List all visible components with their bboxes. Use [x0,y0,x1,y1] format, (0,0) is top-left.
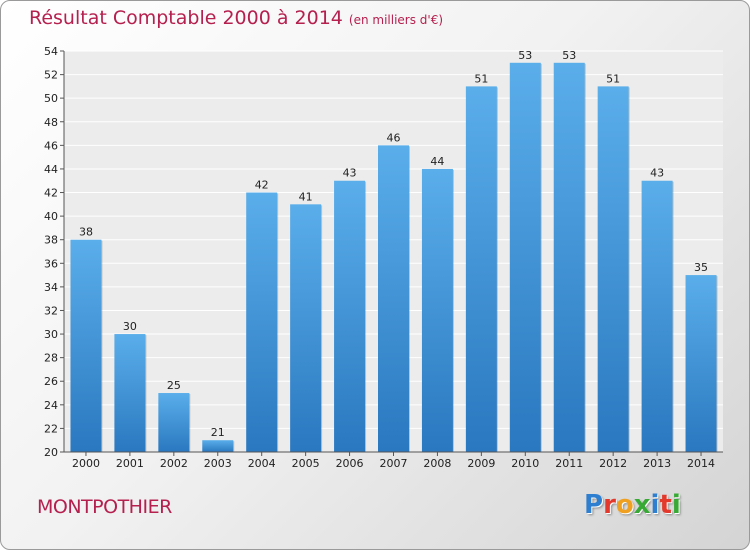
x-tick-label: 2009 [467,457,495,470]
value-label: 30 [123,320,137,333]
bar [290,204,322,452]
y-tick-label: 44 [44,163,58,176]
y-tick-label: 32 [44,304,58,317]
y-tick-label: 50 [44,92,58,105]
y-tick-label: 42 [44,187,58,200]
x-tick-label: 2010 [511,457,539,470]
y-tick-label: 46 [44,139,58,152]
x-tick-label: 2008 [423,457,451,470]
bar [246,192,278,452]
value-label: 42 [255,179,269,192]
bar [465,86,497,452]
x-tick-label: 2014 [687,457,715,470]
logo-letter: i [671,490,681,520]
value-label: 38 [79,226,93,239]
y-tick-label: 22 [44,422,58,435]
bar [378,145,409,452]
bar [334,180,366,452]
value-label: 51 [606,72,620,85]
y-tick-label: 38 [44,234,58,247]
bar [202,440,234,452]
commune-name: MONTPOTHIER [37,496,172,518]
logo-letter: x [633,490,651,520]
bar [553,62,585,452]
bar [685,275,717,452]
value-label: 25 [167,379,181,392]
logo-letter: o [615,490,634,520]
y-tick-label: 28 [44,352,58,365]
value-label: 46 [387,131,401,144]
x-tick-label: 2002 [160,457,188,470]
bar [509,62,541,452]
value-label: 43 [343,167,357,180]
value-label: 53 [518,49,532,62]
y-tick-label: 34 [44,281,58,294]
y-tick-label: 24 [44,399,58,412]
value-label: 43 [650,167,664,180]
y-tick-label: 26 [44,375,58,388]
bar [114,334,146,452]
bar [421,168,453,453]
value-label: 53 [562,49,576,62]
x-tick-label: 2004 [248,457,276,470]
x-tick-label: 2006 [336,457,364,470]
bar [641,180,673,452]
x-tick-label: 2001 [116,457,144,470]
y-tick-label: 20 [44,446,58,459]
logo-letter: r [603,490,616,520]
y-tick-label: 36 [44,257,58,270]
chart-title-text: Résultat Comptable 2000 à 2014 [29,7,343,29]
x-tick-label: 2007 [380,457,408,470]
bar [70,239,102,452]
y-tick-label: 48 [44,116,58,129]
value-label: 35 [694,261,708,274]
x-tick-label: 2013 [643,457,671,470]
chart-title: Résultat Comptable 2000 à 2014 (en millie… [29,7,443,29]
x-tick-label: 2012 [599,457,627,470]
x-tick-label: 2011 [555,457,583,470]
y-tick-label: 52 [44,69,58,82]
value-label: 51 [474,72,488,85]
value-label: 41 [299,190,313,203]
y-tick-label: 30 [44,328,58,341]
x-tick-label: 2005 [292,457,320,470]
value-label: 21 [211,426,225,439]
bar [158,393,190,452]
logo-letter: i [650,490,660,520]
logo-letter: t [659,490,672,520]
x-tick-label: 2000 [72,457,100,470]
value-label: 44 [430,155,444,168]
proxiti-logo[interactable]: Proxiti [584,490,681,520]
logo-letter: P [584,490,604,520]
y-tick-label: 54 [44,45,58,58]
x-tick-label: 2003 [204,457,232,470]
bar [597,86,629,452]
chart-subtitle: (en milliers d'€) [348,13,444,27]
y-tick-label: 40 [44,210,58,223]
